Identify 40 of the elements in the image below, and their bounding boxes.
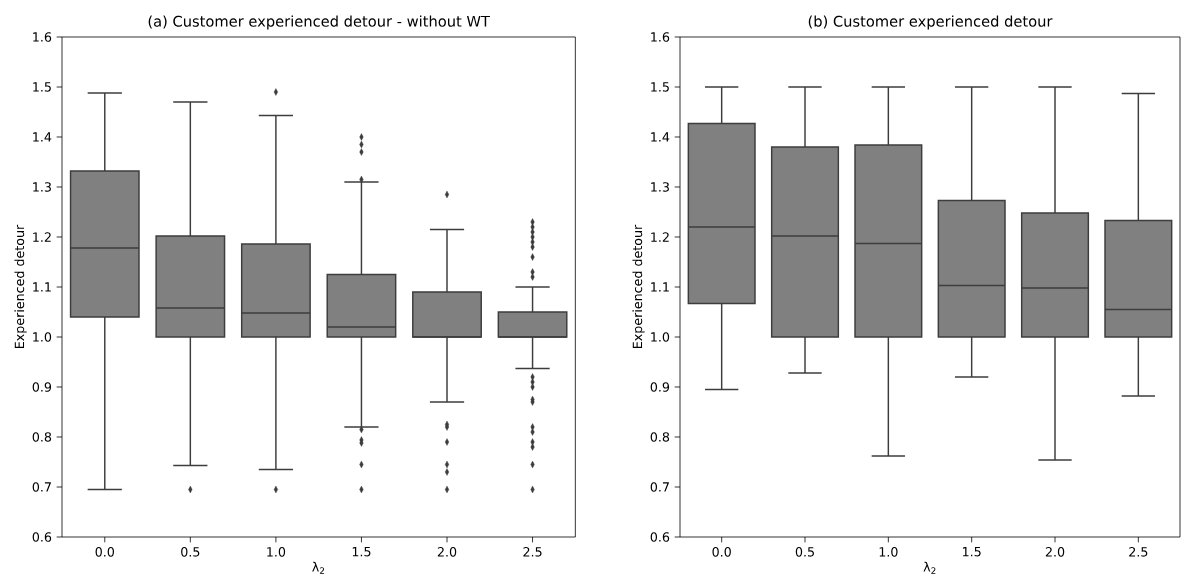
- y-tick-label: 1.5: [651, 82, 669, 92]
- x-tick-label: 1.0: [267, 547, 286, 557]
- x-tick-label: 0.0: [95, 547, 115, 557]
- y-tick-label: 0.8: [650, 432, 670, 442]
- y-tick-label: 1.3: [651, 182, 669, 192]
- x-axis-title: λ$_{2}$: [312, 561, 325, 574]
- y-tick-label: 1.6: [651, 32, 670, 42]
- x-tick-label: 1.5: [352, 547, 371, 557]
- y-tick-label: 0.6: [650, 532, 670, 542]
- y-tick-label: 1.5: [33, 82, 51, 92]
- x-tick-label: 2.0: [437, 547, 457, 557]
- y-tick-label: 0.7: [650, 482, 669, 492]
- x-tick-label: 0.5: [795, 547, 814, 557]
- y-tick-label: 1.0: [33, 332, 52, 342]
- y-tick-label: 0.6: [32, 532, 52, 542]
- chart-title: (a) Customer experienced detour - without WT: [148, 15, 490, 30]
- y-tick-label: 0.9: [32, 382, 52, 392]
- chart-title: (b) Customer experienced detour: [808, 15, 1053, 30]
- y-tick-label: 1.1: [33, 282, 51, 292]
- y-tick-label: 1.6: [33, 32, 52, 42]
- y-axis-title: Experienced detour: [632, 224, 645, 349]
- x-axis-title: λ$_{2}$: [923, 561, 936, 574]
- x-tick-label: 2.0: [1045, 547, 1065, 557]
- x-tick-label: 1.0: [879, 547, 898, 557]
- y-tick-label: 1.1: [651, 282, 669, 292]
- y-tick-label: 1.4: [651, 132, 670, 142]
- x-tick-label: 0.5: [181, 547, 200, 557]
- y-tick-label: 1.0: [651, 332, 670, 342]
- y-tick-label: 0.9: [650, 382, 670, 392]
- y-tick-label: 0.8: [32, 432, 52, 442]
- x-tick-label: 0.0: [712, 547, 731, 557]
- x-tick-label: 1.5: [963, 547, 981, 557]
- x-tick-label: 2.5: [523, 547, 542, 557]
- y-tick-label: 1.2: [33, 232, 51, 242]
- y-tick-label: 1.2: [651, 232, 669, 242]
- y-tick-label: 1.3: [33, 182, 51, 192]
- x-tick-label: 2.5: [1129, 547, 1148, 557]
- y-tick-label: 1.4: [33, 132, 52, 142]
- y-tick-label: 0.7: [32, 482, 51, 492]
- y-axis-title: Experienced detour: [14, 224, 27, 349]
